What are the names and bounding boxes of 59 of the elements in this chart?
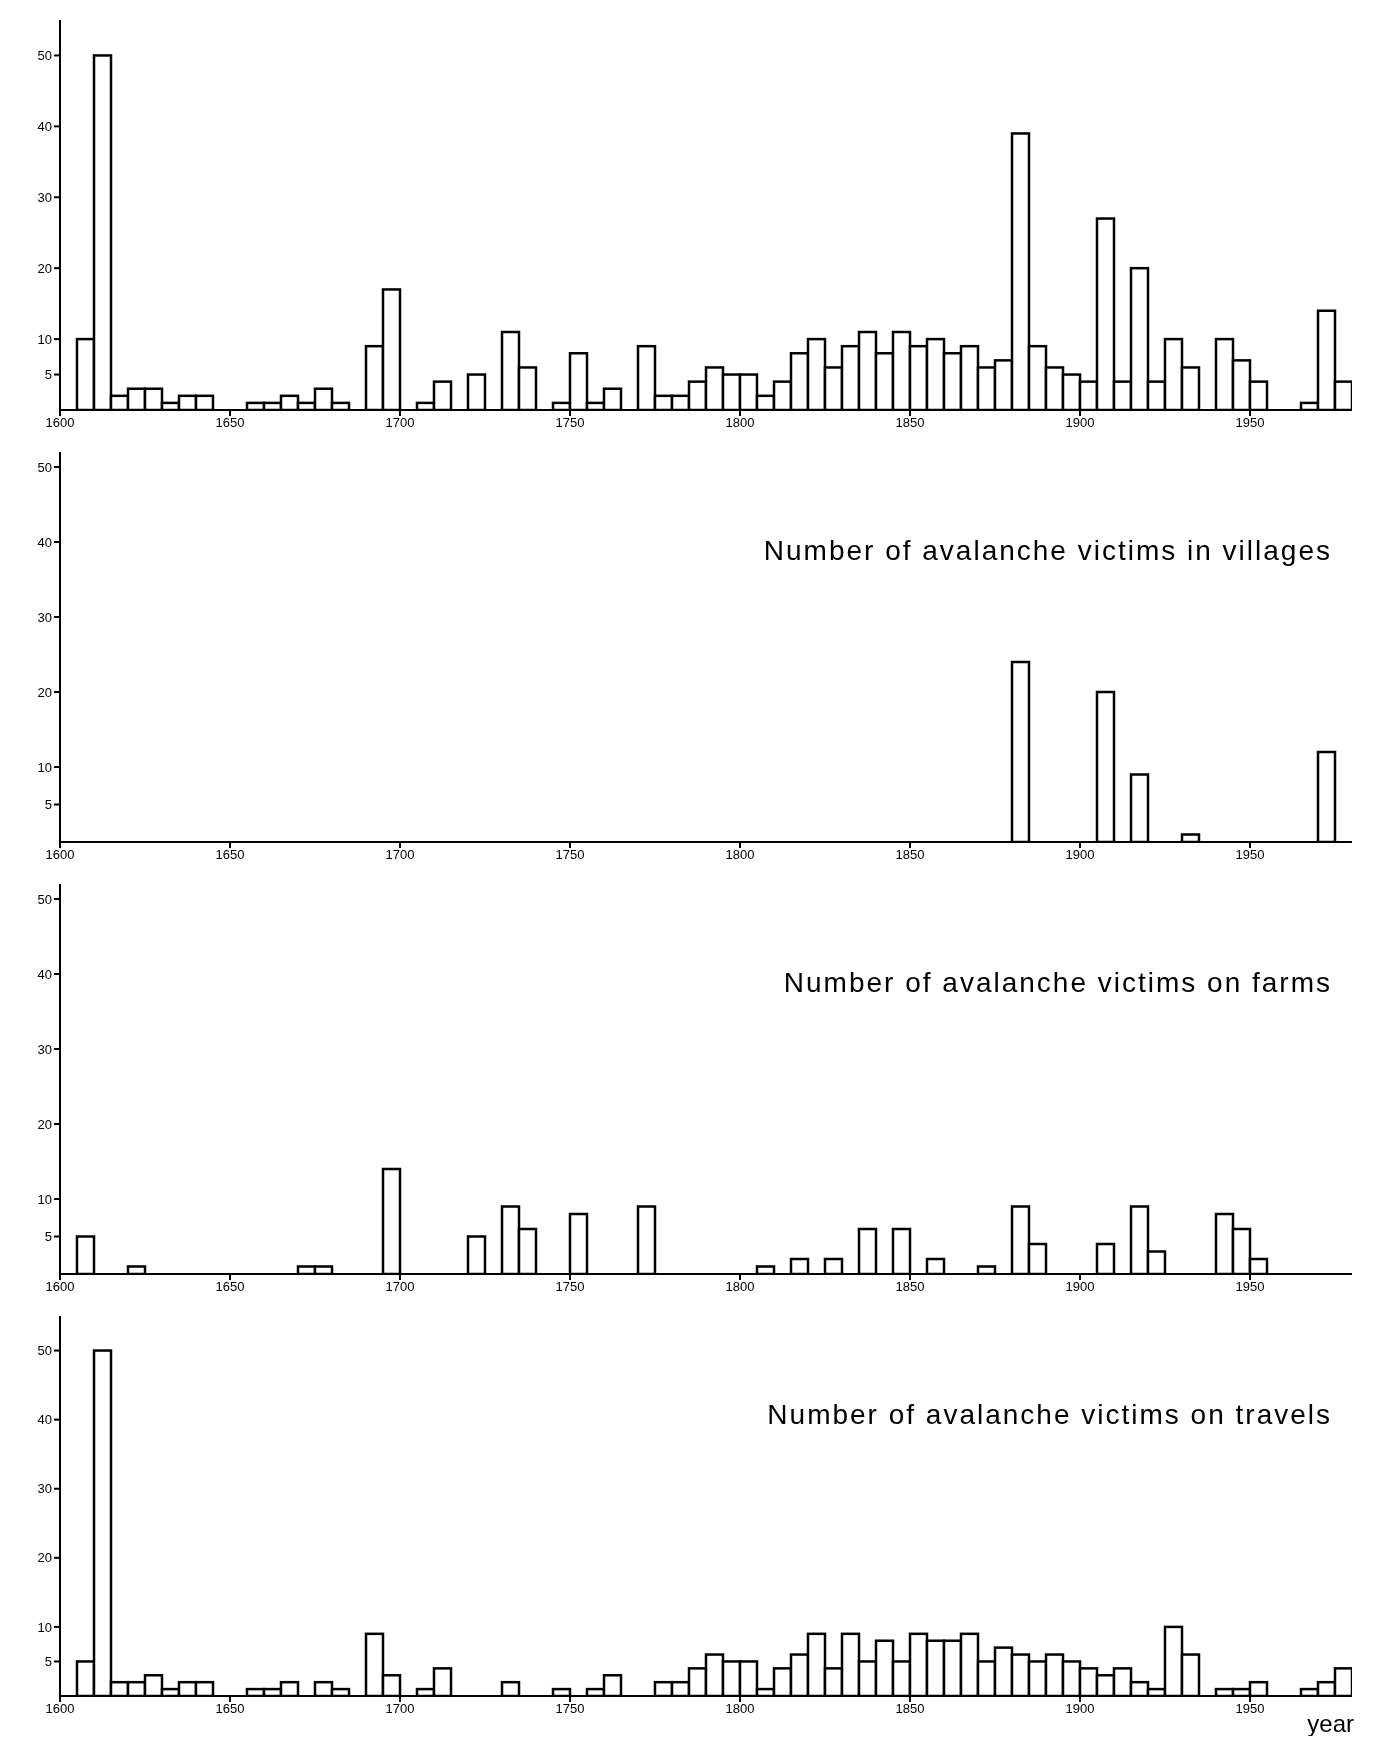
x-tick-label: 1900 (1065, 1279, 1095, 1295)
x-tick-label: 1650 (215, 415, 245, 431)
x-tick-label: 1950 (1235, 1279, 1265, 1295)
x-tick-label: 1750 (555, 1279, 585, 1295)
x-tick-label: 1700 (385, 847, 415, 863)
y-tick-label: 40 (37, 966, 52, 982)
y-tick-label: 20 (37, 260, 52, 276)
x-tick-label: 1900 (1065, 1701, 1095, 1717)
x-tick-label: 1850 (895, 1701, 925, 1717)
x-tick-label: 1800 (725, 1279, 755, 1295)
x-tick-label: 1650 (215, 847, 245, 863)
x-tick-label: 1600 (45, 415, 75, 431)
x-tick-label: 1650 (215, 1701, 245, 1717)
y-tick-label: 40 (37, 534, 52, 550)
text: Number of avalanche victims on farms (783, 967, 1332, 1000)
y-tick-label: 40 (37, 118, 52, 134)
y-tick-label: 5 (44, 797, 52, 813)
y-tick-label: 50 (37, 48, 52, 64)
x-tick-label: 1800 (725, 415, 755, 431)
x-tick-label: 1950 (1235, 1701, 1265, 1717)
x-tick-label: 1600 (45, 1701, 75, 1717)
y-tick-label: 20 (37, 684, 52, 700)
x-tick-label: 1850 (895, 847, 925, 863)
x-tick-label: 1750 (555, 847, 585, 863)
x-tick-label: 1650 (215, 1279, 245, 1295)
y-tick-label: 20 (37, 1116, 52, 1132)
y-tick-label: 10 (37, 759, 52, 775)
x-tick-label: 1800 (725, 1701, 755, 1717)
x-tick-label: 1900 (1065, 847, 1095, 863)
y-tick-label: 50 (37, 1343, 52, 1359)
text: Number of avalanche victims on travels (767, 1399, 1332, 1432)
y-tick-label: 5 (44, 367, 52, 383)
y-tick-label: 10 (37, 1619, 52, 1635)
x-tick-label: 1750 (555, 1701, 585, 1717)
y-tick-label: 50 (37, 459, 52, 475)
x-tick-label: 1950 (1235, 415, 1265, 431)
y-tick-label: 50 (37, 891, 52, 907)
x-tick-label: 1950 (1235, 847, 1265, 863)
y-tick-label: 10 (37, 1191, 52, 1207)
x-tick-label: 1700 (385, 1279, 415, 1295)
x-tick-label: 1600 (45, 847, 75, 863)
x-tick-label: 1850 (895, 1279, 925, 1295)
y-tick-label: 30 (37, 1481, 52, 1497)
x-tick-label: 1900 (1065, 415, 1095, 431)
x-tick-label: 1600 (45, 1279, 75, 1295)
x-tick-label: 1850 (895, 415, 925, 431)
x-tick-label: 1700 (385, 415, 415, 431)
x-tick-label: 1750 (555, 415, 585, 431)
y-tick-label: 10 (37, 331, 52, 347)
x-tick-label: 1800 (725, 847, 755, 863)
y-tick-label: 5 (44, 1229, 52, 1245)
x-tick-label: 1700 (385, 1701, 415, 1717)
y-tick-label: 20 (37, 1550, 52, 1566)
y-tick-label: 5 (44, 1654, 52, 1670)
y-tick-label: 30 (37, 609, 52, 625)
y-tick-label: 40 (37, 1412, 52, 1428)
text: Number of avalanche victims in villages (763, 535, 1332, 568)
y-tick-label: 30 (37, 189, 52, 205)
y-tick-label: 30 (37, 1041, 52, 1057)
